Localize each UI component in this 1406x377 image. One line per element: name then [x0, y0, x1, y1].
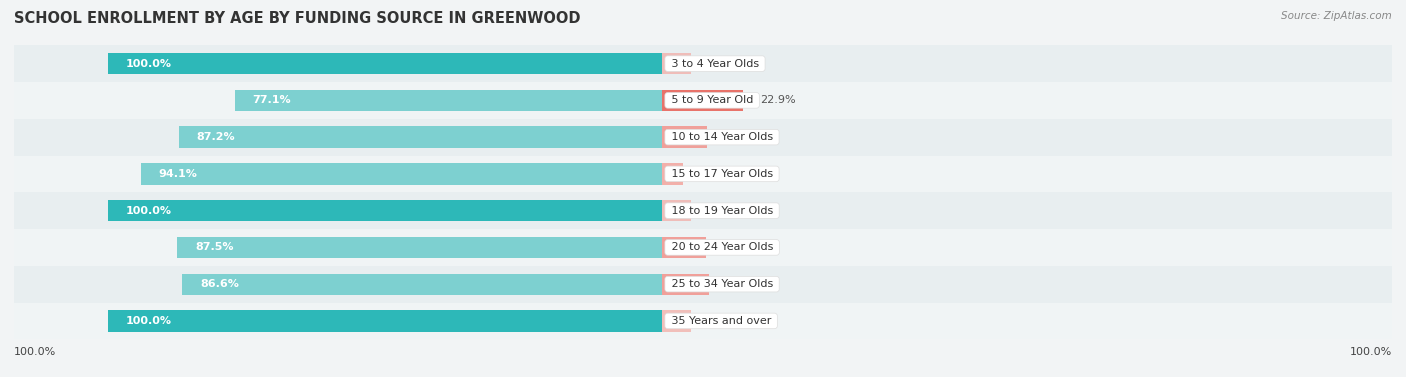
Bar [14, 266, 1392, 302]
Text: 87.2%: 87.2% [197, 132, 235, 142]
Bar [662, 126, 707, 148]
Text: 87.5%: 87.5% [195, 242, 233, 253]
Bar [14, 156, 1392, 192]
Text: 100.0%: 100.0% [127, 205, 172, 216]
Bar [177, 237, 662, 258]
Text: 35 Years and over: 35 Years and over [668, 316, 775, 326]
Text: 77.1%: 77.1% [253, 95, 291, 106]
Text: 100.0%: 100.0% [127, 316, 172, 326]
Bar [662, 90, 742, 111]
Bar [14, 192, 1392, 229]
Text: 5.9%: 5.9% [709, 169, 737, 179]
Text: 20 to 24 Year Olds: 20 to 24 Year Olds [668, 242, 776, 253]
Text: 12.5%: 12.5% [724, 242, 759, 253]
Bar [662, 200, 692, 221]
Text: Source: ZipAtlas.com: Source: ZipAtlas.com [1281, 11, 1392, 21]
Bar [14, 302, 1392, 339]
Bar [14, 45, 1392, 82]
Text: 10 to 14 Year Olds: 10 to 14 Year Olds [668, 132, 776, 142]
Text: 86.6%: 86.6% [200, 279, 239, 289]
Text: 13.4%: 13.4% [727, 279, 762, 289]
Text: 94.1%: 94.1% [159, 169, 197, 179]
Bar [141, 163, 662, 185]
Text: 100.0%: 100.0% [127, 58, 172, 69]
Bar [14, 119, 1392, 156]
Text: 15 to 17 Year Olds: 15 to 17 Year Olds [668, 169, 776, 179]
Bar [662, 237, 706, 258]
Text: 100.0%: 100.0% [14, 347, 56, 357]
Text: 25 to 34 Year Olds: 25 to 34 Year Olds [668, 279, 776, 289]
Text: 0.0%: 0.0% [709, 58, 737, 69]
Bar [108, 53, 662, 74]
Bar [179, 126, 662, 148]
Bar [662, 310, 692, 332]
Bar [662, 53, 692, 74]
Legend: Public School, Private School: Public School, Private School [382, 375, 610, 377]
Text: 12.8%: 12.8% [724, 132, 761, 142]
Bar [183, 273, 662, 295]
Text: 3 to 4 Year Olds: 3 to 4 Year Olds [668, 58, 762, 69]
Bar [662, 163, 683, 185]
Text: 5 to 9 Year Old: 5 to 9 Year Old [668, 95, 756, 106]
Bar [235, 90, 662, 111]
Text: 18 to 19 Year Olds: 18 to 19 Year Olds [668, 205, 776, 216]
Text: 0.0%: 0.0% [709, 205, 737, 216]
Text: 22.9%: 22.9% [761, 95, 796, 106]
Bar [14, 229, 1392, 266]
Text: 0.0%: 0.0% [709, 316, 737, 326]
Bar [14, 82, 1392, 119]
Text: SCHOOL ENROLLMENT BY AGE BY FUNDING SOURCE IN GREENWOOD: SCHOOL ENROLLMENT BY AGE BY FUNDING SOUR… [14, 11, 581, 26]
Bar [662, 273, 709, 295]
Text: 100.0%: 100.0% [1350, 347, 1392, 357]
Bar [108, 200, 662, 221]
Bar [108, 310, 662, 332]
